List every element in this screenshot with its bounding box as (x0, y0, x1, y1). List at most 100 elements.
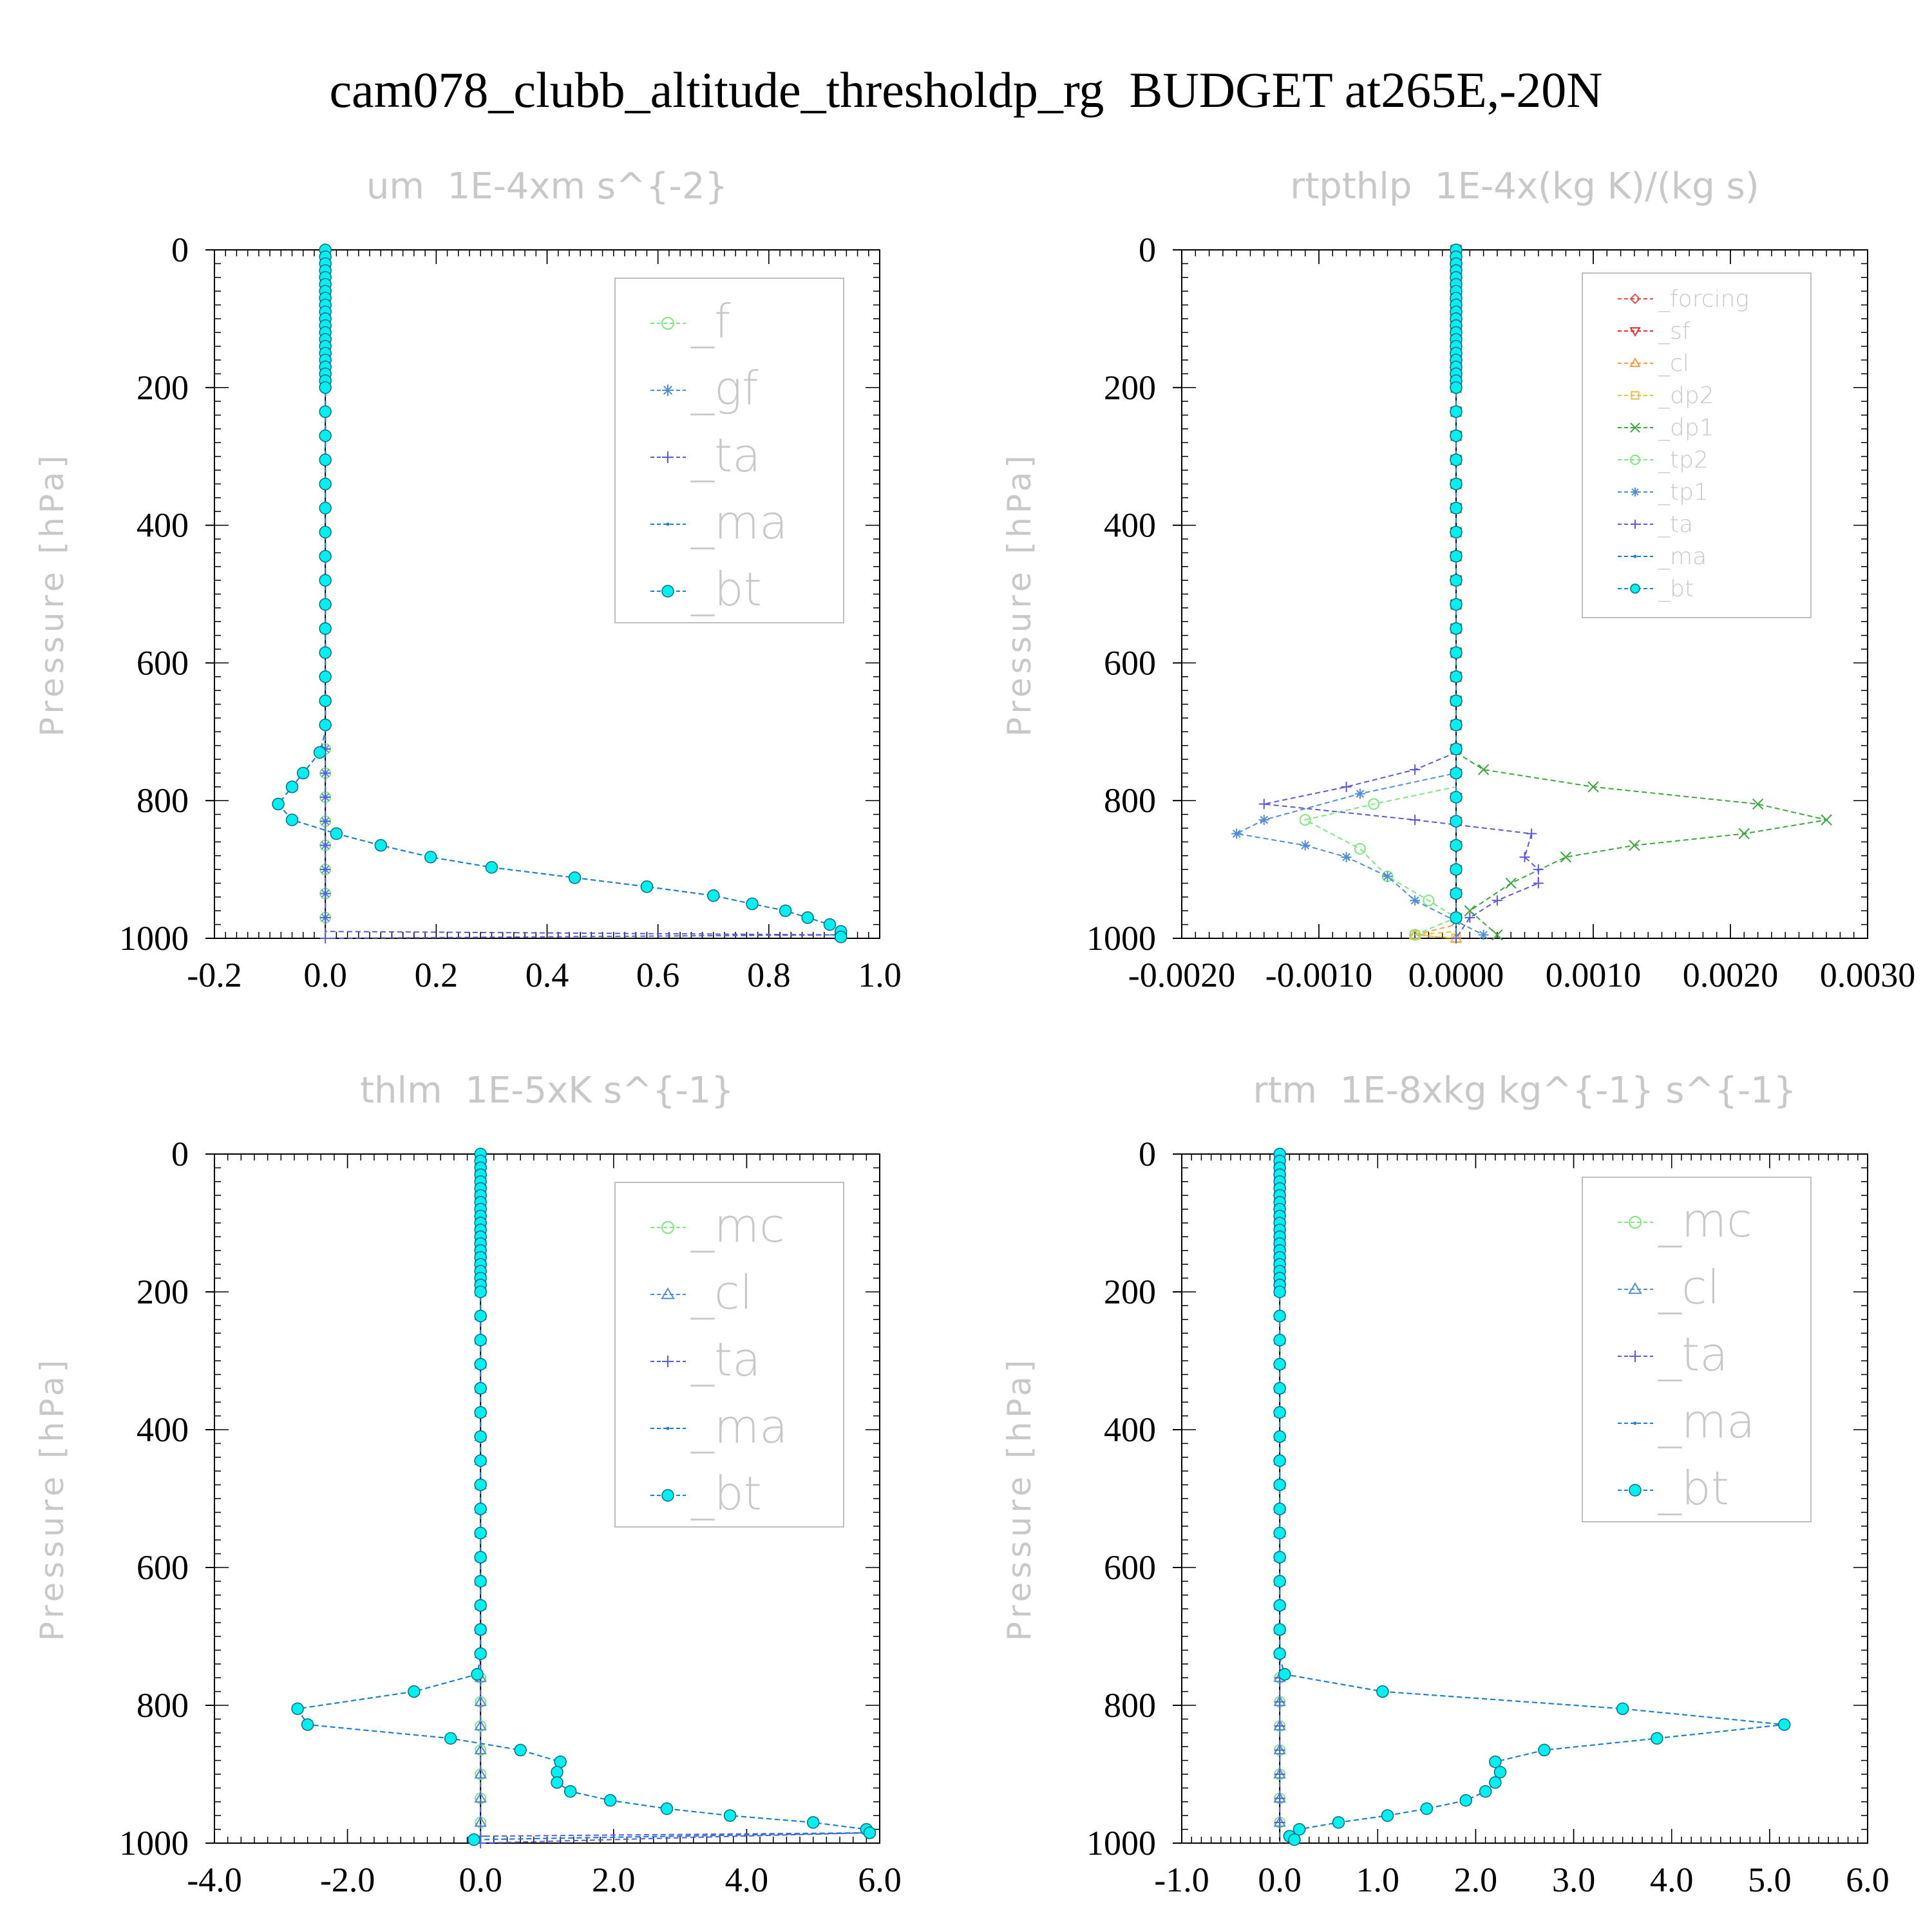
legend-label: _cl (1658, 350, 1689, 377)
marker-triangle-up (1628, 1282, 1642, 1294)
legend: _f _gf _ta _ma _bt (614, 278, 844, 623)
marker-filled-circle (474, 1623, 487, 1636)
marker-circle (1354, 843, 1366, 855)
subplot-title: rtm 1E-8xkg kg^{-1} s^{-1} (1253, 1070, 1797, 1112)
marker-filled-circle (1273, 1382, 1286, 1395)
marker-filled-circle (468, 1833, 480, 1846)
marker-filled-circle (474, 1406, 487, 1419)
marker-filled-circle (1273, 1430, 1286, 1443)
marker-star (662, 384, 674, 396)
marker-plus (1258, 799, 1269, 810)
marker-filled-circle (374, 838, 387, 852)
legend-entry-bt: _bt (1618, 1461, 1729, 1515)
legend-entry-ta: _ta (1618, 511, 1693, 538)
legend-entry-sf: _sf (1618, 318, 1690, 345)
marker-filled-circle (806, 1816, 820, 1829)
marker-filled-circle (474, 1526, 487, 1540)
marker-plus (1526, 828, 1537, 839)
marker-filled-circle (723, 1809, 737, 1822)
marker-filled-circle (474, 1358, 487, 1371)
marker-filled-circle (1273, 1599, 1286, 1612)
marker-filled-circle (1450, 718, 1463, 732)
marker-filled-circle (471, 1668, 484, 1681)
y-axis-label: Pressure [hPa] (33, 451, 71, 737)
y-tick-label: 400 (1104, 506, 1156, 545)
marker-plus (1464, 912, 1475, 923)
x-tick-label: 0.0030 (1820, 956, 1916, 994)
subplot-title: rtpthlp 1E-4x(kg K)/(kg s) (1290, 166, 1759, 207)
legend-box (614, 278, 844, 623)
legend-label: _ma (690, 495, 788, 549)
marker-cross (1629, 839, 1640, 851)
y-tick-label: 200 (1104, 368, 1156, 407)
marker-filled-circle (474, 1647, 487, 1660)
marker-filled-circle (1450, 815, 1463, 828)
marker-filled-circle (1450, 838, 1463, 852)
x-tick-label: 6.0 (858, 1861, 902, 1899)
marker-filled-circle (1450, 887, 1463, 900)
legend-box (1582, 1177, 1812, 1522)
x-tick-label: 6.0 (1846, 1861, 1889, 1899)
legend-box (614, 1182, 844, 1528)
marker-plus (662, 451, 674, 463)
marker-square (1410, 930, 1420, 940)
chart-panel-1: um 1E-4xm s^{-2} Pressure [hPa] 0 200 400 600… (33, 166, 902, 994)
x-tick-label: 4.0 (725, 1861, 769, 1899)
marker-filled-circle (474, 1430, 487, 1443)
marker-filled-circle (1450, 646, 1463, 659)
x-tick-label: -0.0020 (1128, 956, 1235, 994)
x-tick-label: 0.4 (526, 956, 569, 994)
x-tick-label: 0.0020 (1683, 956, 1779, 994)
marker-circle (661, 317, 674, 330)
marker-dot (1633, 1421, 1637, 1425)
marker-filled-circle (1630, 583, 1640, 594)
marker-dot (1633, 554, 1637, 558)
legend-label: _ma (1658, 544, 1707, 570)
legend-entry-mc: _mc (1618, 1193, 1752, 1247)
marker-plus (1274, 1721, 1285, 1732)
marker-triangle-up (661, 1287, 675, 1300)
marker-filled-circle (1616, 1702, 1629, 1716)
chart-panel-3: thlm 1E-5xK s^{-1} Pressure [hPa] 0 200 400 6… (33, 1070, 902, 1899)
marker-plus (320, 888, 331, 899)
marker-filled-circle (1420, 1802, 1434, 1815)
marker-filled-circle (301, 1718, 314, 1731)
marker-plus (1274, 1817, 1285, 1828)
marker-triangle-up (474, 1743, 487, 1755)
marker-filled-circle (1777, 1718, 1791, 1731)
marker-circle (1409, 929, 1421, 941)
marker-filled-circle (1450, 405, 1463, 418)
marker-filled-circle (474, 1599, 487, 1612)
marker-filled-circle (1450, 526, 1463, 539)
marker-cross (1464, 905, 1476, 916)
subplot-title: um 1E-4xm s^{-2} (366, 166, 728, 207)
marker-filled-circle (554, 1755, 567, 1768)
marker-circle (1423, 895, 1435, 907)
page-title: cam078_clubb_altitude_thresholdp_rg BUDG… (329, 62, 1603, 118)
legend-label: _tp2 (1658, 447, 1709, 473)
marker-filled-circle (1450, 791, 1463, 804)
legend-entry-bt: _bt (650, 1466, 762, 1520)
legend-entry-ta: _ta (650, 428, 761, 482)
marker-circle (1630, 455, 1640, 465)
y-tick-label: 400 (137, 1410, 189, 1449)
marker-triangle-up (1629, 357, 1641, 367)
x-tick-label: -0.2 (187, 956, 242, 994)
y-tick-label: 800 (137, 1686, 189, 1725)
marker-star (1382, 871, 1393, 882)
marker-filled-circle (319, 670, 332, 683)
marker-plus (320, 912, 331, 923)
legend-entry-dp2: _dp2 (1618, 383, 1714, 409)
marker-filled-circle (319, 502, 332, 515)
marker-plus (320, 791, 331, 802)
x-tick-label: -0.0010 (1265, 956, 1372, 994)
marker-triangle-up (474, 1695, 487, 1707)
marker-cross (1752, 798, 1764, 810)
marker-plus (1410, 764, 1421, 775)
x-tick-label: 0.0 (459, 1861, 502, 1899)
marker-filled-circle (661, 585, 674, 598)
legend-label: _mc (690, 1198, 785, 1253)
marker-plus (320, 768, 331, 779)
legend-label: _dp1 (1658, 415, 1714, 441)
marker-filled-circle (1450, 670, 1463, 683)
